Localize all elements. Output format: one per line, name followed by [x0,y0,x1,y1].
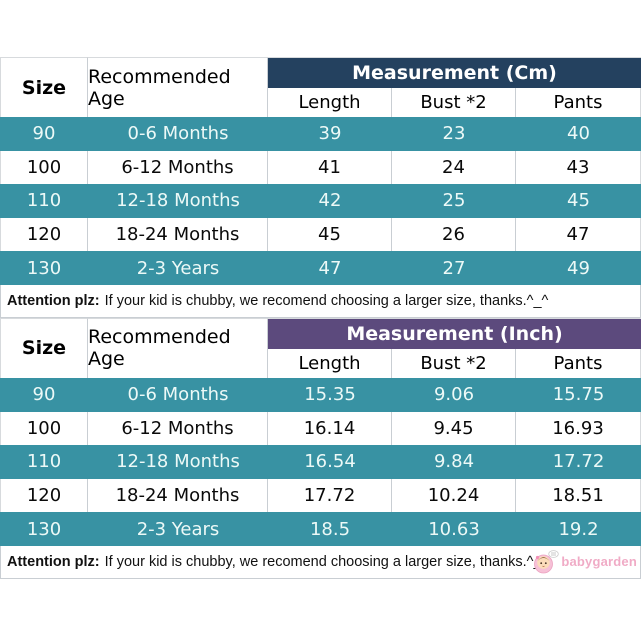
size-cell: 110 [0,184,88,218]
attention-note-inch: Attention plz: If your kid is chubby, we… [0,545,641,579]
pants-cell: 49 [516,251,641,285]
pants-cell: 47 [516,217,641,252]
age-cell: 0-6 Months [88,117,268,151]
size-cell: 90 [0,117,88,151]
age-cell: 18-24 Months [88,217,268,252]
size-table-cm: Size Recommended Age Measurement (Cm) Le… [0,57,641,285]
length-cell: 16.54 [268,445,392,479]
col-header-pants: Pants [516,88,641,117]
size-cell: 100 [0,411,88,446]
age-cell: 6-12 Months [88,411,268,446]
pants-cell: 16.93 [516,411,641,446]
length-cell: 47 [268,251,392,285]
col-header-bust: Bust *2 [392,348,516,378]
bust-cell: 25 [392,184,516,218]
age-cell: 12-18 Months [88,184,268,218]
col-header-length: Length [268,88,392,117]
size-cell: 130 [0,512,88,546]
bust-cell: 26 [392,217,516,252]
size-table-inch: Size Recommended Age Measurement (Inch) … [0,317,641,546]
header-measurement-inch: Measurement (Inch) [268,317,641,349]
pants-cell: 17.72 [516,445,641,479]
pants-cell: 19.2 [516,512,641,546]
bust-cell: 10.63 [392,512,516,546]
bust-cell: 10.24 [392,478,516,513]
babygarden-logo-text: babygarden [561,554,637,570]
length-cell: 41 [268,150,392,185]
bust-cell: 24 [392,150,516,185]
age-cell: 2-3 Years [88,512,268,546]
col-header-bust: Bust *2 [392,88,516,117]
size-cell: 90 [0,377,88,412]
attention-label: Attention plz: [7,553,100,570]
attention-text: If your kid is chubby, we recomend choos… [104,553,549,570]
header-recommended-age: Recommended Age [88,57,268,117]
bust-cell: 27 [392,251,516,285]
size-cell: 130 [0,251,88,285]
size-cell: 120 [0,217,88,252]
size-cell: 110 [0,445,88,479]
length-cell: 15.35 [268,377,392,412]
age-cell: 6-12 Months [88,150,268,185]
length-cell: 42 [268,184,392,218]
bust-cell: 9.84 [392,445,516,479]
length-cell: 17.72 [268,478,392,513]
header-measurement-cm: Measurement (Cm) [268,57,641,88]
bust-cell: 9.45 [392,411,516,446]
attention-note-cm: Attention plz: If your kid is chubby, we… [0,284,641,318]
header-size: Size [0,317,88,378]
baby-icon [533,549,560,575]
header-size: Size [0,57,88,117]
pants-cell: 18.51 [516,478,641,513]
length-cell: 16.14 [268,411,392,446]
top-margin [0,0,641,57]
attention-text: If your kid is chubby, we recomend choos… [104,292,549,309]
age-cell: 12-18 Months [88,445,268,479]
attention-label: Attention plz: [7,292,100,309]
col-header-pants: Pants [516,348,641,378]
size-cell: 120 [0,478,88,513]
pants-cell: 45 [516,184,641,218]
bust-cell: 9.06 [392,377,516,412]
pants-cell: 40 [516,117,641,151]
age-cell: 18-24 Months [88,478,268,513]
age-cell: 2-3 Years [88,251,268,285]
length-cell: 39 [268,117,392,151]
age-cell: 0-6 Months [88,377,268,412]
col-header-length: Length [268,348,392,378]
size-cell: 100 [0,150,88,185]
pants-cell: 15.75 [516,377,641,412]
pants-cell: 43 [516,150,641,185]
length-cell: 18.5 [268,512,392,546]
babygarden-watermark: babygarden [533,549,637,575]
bust-cell: 23 [392,117,516,151]
header-recommended-age: Recommended Age [88,317,268,378]
length-cell: 45 [268,217,392,252]
